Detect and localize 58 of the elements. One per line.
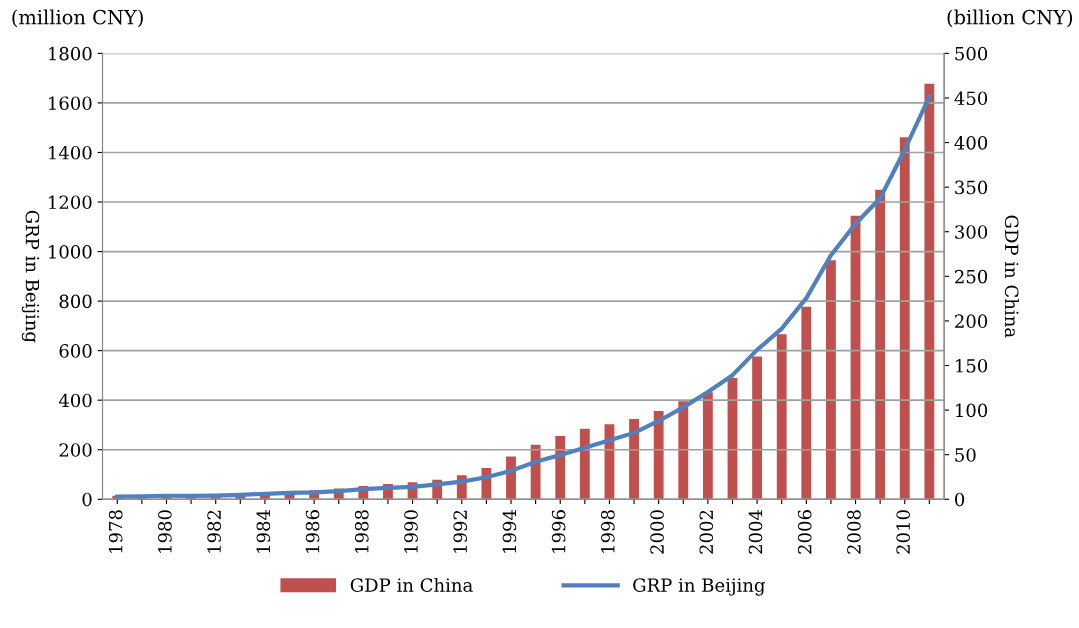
legend-label: GDP in China — [350, 577, 473, 592]
y2-tick-label: 50 — [955, 448, 976, 462]
y-tick-label: 600 — [59, 344, 92, 358]
text: (billion CNY) — [947, 9, 1073, 28]
y2-tick-label: 300 — [955, 225, 988, 239]
x-tick-label: 2008 — [847, 510, 861, 554]
x-tick-label: 1980 — [158, 510, 172, 553]
x-tick-label: 1996 — [551, 510, 566, 553]
y2-tick-label: 250 — [955, 269, 988, 284]
bar — [678, 401, 689, 500]
x-tick-label: 1992 — [453, 510, 468, 553]
y2-tick-label: 350 — [955, 180, 988, 195]
x-tick-label: 1984 — [256, 509, 271, 553]
bar — [506, 456, 516, 500]
y-tick-label: 800 — [59, 294, 92, 309]
bar — [924, 83, 935, 500]
y2-axis-title: GDP in China — [1004, 215, 1019, 338]
y2-tick-label: 150 — [956, 358, 988, 373]
y-tick-label: 1800 — [49, 46, 92, 61]
y2-tick-label: 450 — [954, 91, 988, 106]
x-tick-label: 2002 — [699, 510, 714, 554]
x-tick-label: 2006 — [797, 510, 812, 554]
y2-tick-label: 200 — [955, 314, 988, 329]
x-tick-label: 1978 — [108, 510, 123, 553]
y-axis-title: GRP in Beijing — [21, 210, 40, 343]
bar — [702, 392, 713, 500]
text: (million CNY) — [12, 9, 143, 28]
bar — [653, 410, 664, 500]
x-tick-label: 2000 — [650, 510, 664, 554]
y-tick-label: 400 — [58, 393, 92, 408]
x-tick-label: 1998 — [601, 510, 615, 553]
x-tick-label: 2004 — [748, 509, 763, 554]
x-tick-label: 2010 — [896, 510, 910, 554]
y-tick-label: 1000 — [49, 245, 92, 259]
y2-tick-label: 100 — [956, 403, 988, 418]
bar — [875, 189, 886, 500]
x-tick-label: 1988 — [354, 510, 369, 553]
bar — [801, 306, 812, 500]
y-tick-label: 1200 — [49, 195, 92, 210]
x-tick-label: 1986 — [305, 510, 320, 553]
bar — [899, 137, 910, 500]
bar — [826, 260, 836, 500]
y2-tick-label: 500 — [955, 46, 988, 61]
y2-tick-label: 400 — [954, 136, 988, 150]
bar — [752, 356, 763, 500]
bar — [579, 428, 590, 500]
bar — [629, 419, 639, 500]
y-tick-label: 0 — [82, 492, 92, 507]
y-tick-label: 1600 — [49, 96, 92, 111]
bar — [776, 334, 787, 500]
x-tick-label: 1982 — [207, 510, 221, 553]
y-tick-label: 1400 — [49, 145, 92, 160]
y2-tick-label: 0 — [955, 492, 965, 507]
y-tick-label: 200 — [59, 443, 92, 457]
line-series — [115, 94, 932, 499]
x-tick-label: 1994 — [502, 509, 517, 553]
legend-label: GRP in Beijing — [633, 578, 765, 596]
x-tick-label: 1990 — [404, 510, 418, 553]
